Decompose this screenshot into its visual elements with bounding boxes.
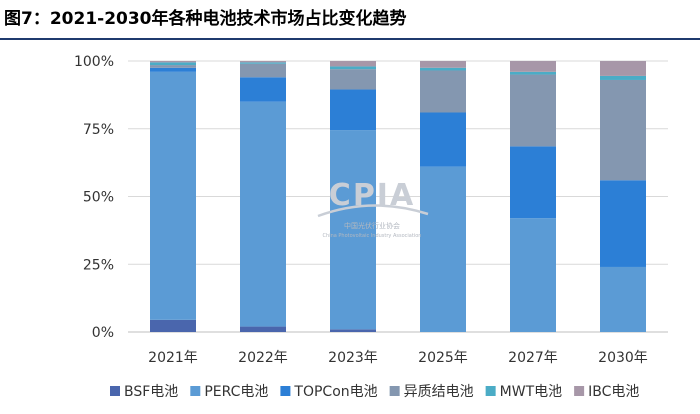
bar-segment (510, 71, 556, 75)
bar-segment (150, 62, 196, 66)
x-tick-label: 2021年 (148, 350, 198, 366)
x-tick-label: 2027年 (508, 350, 558, 366)
title-rule (0, 38, 700, 40)
legend-label: MWT电池 (500, 384, 562, 400)
bar-segment (150, 71, 196, 320)
y-tick-label: 0% (92, 325, 114, 341)
bar-segment (240, 61, 286, 63)
x-tick-label: 2030年 (598, 350, 648, 366)
x-tick-label: 2023年 (328, 350, 378, 366)
legend-swatch (110, 386, 120, 396)
bar-segment (330, 66, 376, 70)
bar-segment (600, 61, 646, 76)
legend-swatch (389, 386, 400, 396)
watermark-logo-text: CPIA (329, 178, 415, 213)
bar-segment (330, 89, 376, 131)
legend-swatch (574, 386, 585, 396)
bar-segment (420, 67, 466, 71)
bar-segment (240, 101, 286, 327)
legend-label: PERC电池 (204, 384, 268, 400)
watermark-subtitle-en: China Photovoltaic Industry Association (323, 233, 422, 239)
watermark-subtitle: 中国光伏行业协会 (344, 221, 400, 230)
legend-label: IBC电池 (588, 384, 639, 400)
bar-segment (510, 146, 556, 219)
legend-swatch (280, 386, 291, 396)
y-axis-ticks: 0% 25% 50% 75% 100% (74, 54, 114, 341)
x-tick-label: 2025年 (418, 350, 468, 366)
bar-segment (420, 70, 466, 113)
bar-segment (240, 63, 286, 78)
bar-segment (330, 329, 376, 332)
gridlines (128, 60, 668, 333)
bar-segment (420, 112, 466, 167)
bar-segment (330, 69, 376, 90)
bar-segment (240, 77, 286, 102)
bar-segment (600, 75, 646, 80)
legend-swatch (485, 386, 496, 396)
watermark: CPIA 中国光伏行业协会 China Photovoltaic Industr… (317, 178, 429, 239)
bar-segment (600, 266, 646, 332)
bars (150, 61, 646, 332)
y-tick-label: 75% (83, 122, 114, 138)
figure-title: 图7：2021-2030年各种电池技术市场占比变化趋势 (4, 9, 407, 29)
bar-segment (240, 62, 286, 64)
bar-segment (240, 326, 286, 332)
bar-segment (600, 79, 646, 181)
bar-segment (150, 319, 196, 332)
legend-swatch (190, 386, 201, 396)
bar-segment (510, 61, 556, 72)
bar-segment (330, 130, 376, 330)
bar-segment (330, 61, 376, 67)
legend-label: BSF电池 (124, 384, 178, 400)
legend: BSF电池 PERC电池 TOPCon电池 异质结电池 MWT电池 IBC电池 (110, 384, 639, 400)
y-tick-label: 100% (74, 54, 114, 70)
bar-segment (420, 61, 466, 68)
bar-segment (150, 61, 196, 63)
bar-segment (510, 74, 556, 147)
bar-segment (510, 218, 556, 332)
x-axis-ticks: 2021年 2022年 2023年 2025年 2027年 2030年 (148, 350, 648, 366)
legend-label: TOPCon电池 (293, 384, 377, 400)
bar-segment (150, 65, 196, 68)
y-tick-label: 50% (83, 190, 114, 206)
bar-segment (420, 166, 466, 332)
watermark-swoosh (317, 204, 429, 218)
y-tick-label: 25% (83, 257, 114, 273)
bar-segment (600, 180, 646, 267)
bar-segment (150, 67, 196, 72)
x-tick-label: 2022年 (238, 350, 288, 366)
legend-label: 异质结电池 (404, 384, 474, 400)
